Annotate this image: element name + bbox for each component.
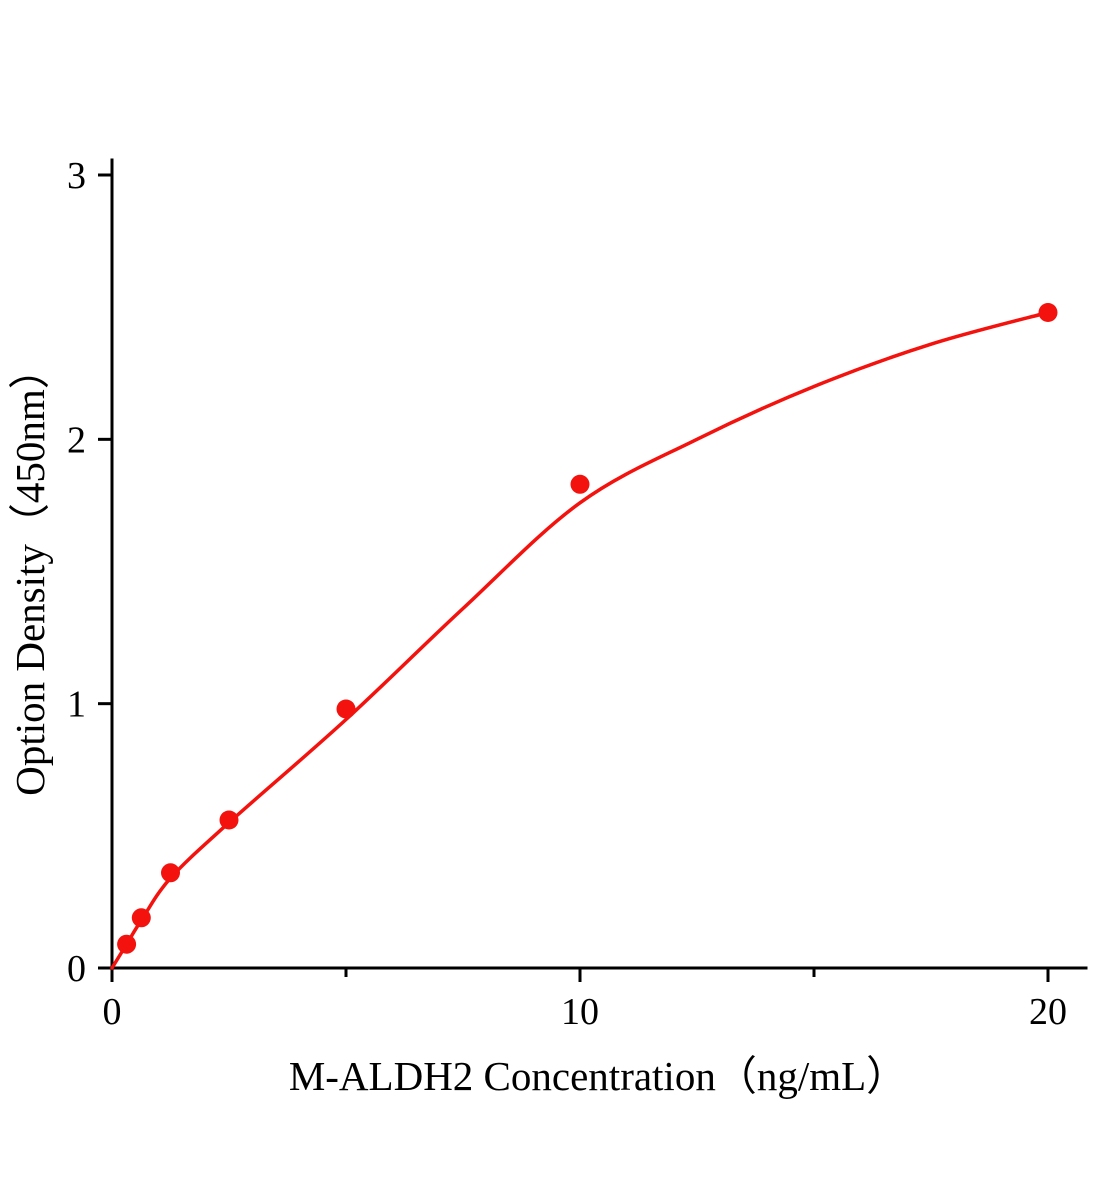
y-axis-title: Option Density（450nm）: [7, 348, 53, 796]
x-tick-label: 10: [561, 991, 599, 1033]
axes: [110, 158, 1088, 970]
fit-curve: [110, 310, 1050, 970]
y-tick-label: 3: [67, 155, 86, 197]
data-point: [1038, 303, 1058, 322]
data-point: [219, 810, 239, 830]
data-point: [336, 699, 356, 719]
y-tick-label: 2: [67, 419, 86, 461]
x-tick-label: 20: [1029, 991, 1067, 1033]
y-tick-label: 1: [67, 684, 86, 726]
data-point: [131, 908, 151, 928]
y-tick-label: 0: [67, 948, 86, 990]
data-series: [110, 303, 1058, 970]
tick-marks: 0 10 20 0 1 2 3: [67, 155, 1067, 1033]
data-point: [161, 863, 180, 883]
data-point: [117, 934, 137, 954]
x-axis-title: M-ALDH2 Concentration（ng/mL）: [289, 1053, 907, 1099]
x-tick-label: 0: [103, 991, 122, 1033]
data-point: [570, 474, 590, 494]
